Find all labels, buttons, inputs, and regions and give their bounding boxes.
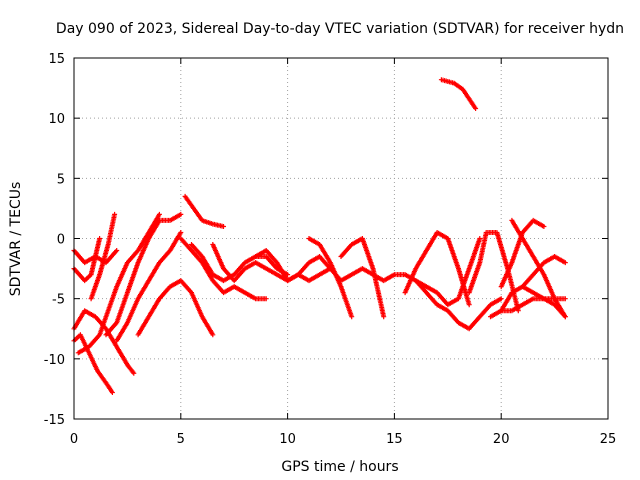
series-markers [434, 296, 504, 332]
series-arc7 [103, 211, 184, 338]
series-markers [498, 217, 547, 290]
y-tick-label: -15 [44, 413, 65, 428]
series-arc26 [520, 254, 568, 290]
grid-lines [74, 58, 608, 419]
series-markers [88, 211, 118, 302]
series-arc18 [402, 230, 472, 308]
series-markers [75, 211, 162, 356]
series-markers [438, 77, 479, 111]
series-markers [338, 236, 387, 320]
series-arc20 [434, 296, 504, 332]
series-markers [306, 236, 355, 320]
axis-ticks: 0 5 10 15 20 25 -15 -10 -5 0 5 10 15 [44, 52, 617, 447]
series-arc24 [498, 217, 547, 290]
series-markers [520, 254, 568, 290]
series-arc15 [306, 236, 355, 320]
series-markers [114, 230, 184, 344]
y-tick-label: -10 [44, 353, 65, 368]
series-arc25 [509, 217, 568, 320]
series-markers [498, 296, 568, 314]
series-markers [182, 193, 226, 229]
series-markers [413, 236, 483, 308]
y-tick-label: 10 [48, 112, 65, 127]
y-tick-label: 15 [48, 52, 65, 67]
chart-title: Day 090 of 2023, Sidereal Day-to-day VTE… [56, 21, 624, 37]
series-arc22 [488, 284, 568, 320]
x-tick-label: 20 [493, 432, 510, 447]
x-tick-label: 25 [600, 432, 617, 447]
series-arc11 [178, 236, 269, 302]
data-points [71, 77, 568, 395]
series-arc19 [413, 236, 483, 308]
series-arc3 [88, 211, 118, 302]
x-tick-label: 5 [177, 432, 185, 447]
x-axis-label: GPS time / hours [281, 459, 398, 475]
series-arc21 [466, 230, 521, 314]
series-markers [178, 236, 269, 302]
series-markers [488, 284, 568, 320]
series-markers [103, 211, 184, 338]
x-tick-label: 15 [386, 432, 403, 447]
y-tick-label: 0 [57, 233, 65, 248]
series-markers [135, 278, 216, 338]
y-tick-label: -5 [52, 293, 65, 308]
series-arc23 [498, 296, 568, 314]
series-arc8 [114, 230, 184, 344]
x-tick-label: 10 [279, 432, 296, 447]
x-tick-label: 0 [70, 432, 78, 447]
series-markers [402, 230, 472, 308]
series-arc9 [135, 278, 216, 338]
y-axis-label: SDTVAR / TECUs [8, 182, 24, 297]
series-arc27 [438, 77, 479, 111]
series-arc16 [338, 236, 387, 320]
series-arc10 [182, 193, 226, 229]
series-markers [466, 230, 521, 314]
series-arc6 [75, 211, 162, 356]
series-markers [509, 217, 568, 320]
y-tick-label: 5 [57, 172, 65, 187]
